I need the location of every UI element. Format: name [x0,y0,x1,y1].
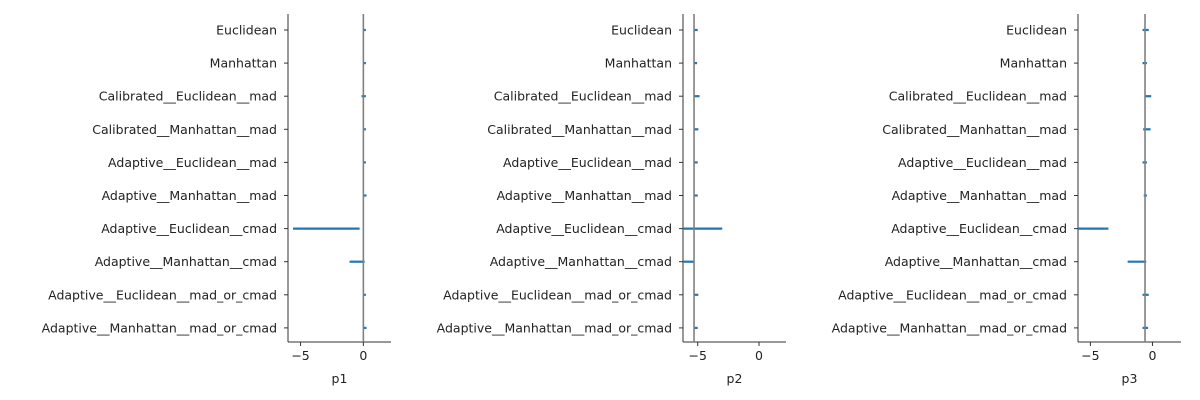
x-axis-label: p2 [727,371,743,386]
y-tick-label: Adaptive__Euclidean__mad [503,155,672,170]
y-tick-label: Calibrated__Manhattan__mad [882,122,1067,137]
y-tick-label: Adaptive__Manhattan__cmad [95,254,277,269]
y-tick-label: Calibrated__Manhattan__mad [92,122,277,137]
x-axis-label: p3 [1122,371,1138,386]
x-tick-label: −5 [688,348,706,363]
x-tick-label: 0 [359,348,367,363]
y-tick-label: Manhattan [605,56,672,71]
x-tick-label: 0 [755,348,763,363]
y-tick-label: Manhattan [210,56,277,71]
y-tick-label: Calibrated__Euclidean__mad [494,89,672,104]
y-tick-label: Manhattan [1000,56,1067,71]
y-tick-label: Adaptive__Euclidean__mad_or_cmad [48,287,277,302]
y-tick-label: Adaptive__Euclidean__cmad [101,221,277,236]
y-tick-label: Adaptive__Euclidean__mad_or_cmad [838,287,1067,302]
x-tick-label: 0 [1148,348,1156,363]
y-tick-label: Adaptive__Manhattan__mad_or_cmad [832,320,1067,335]
y-tick-label: Calibrated__Euclidean__mad [889,89,1067,104]
x-tick-label: −5 [1081,348,1099,363]
y-tick-label: Adaptive__Manhattan__cmad [490,254,672,269]
y-tick-label: Adaptive__Manhattan__mad_or_cmad [42,320,277,335]
y-tick-label: Adaptive__Euclidean__cmad [891,221,1067,236]
y-tick-label: Adaptive__Euclidean__mad_or_cmad [443,287,672,302]
chart-panel-p2: Euclidean Manhattan Calibrated__Euclidean_… [437,14,786,386]
y-tick-label: Adaptive__Euclidean__cmad [496,221,672,236]
y-tick-label: Adaptive__Euclidean__mad [108,155,277,170]
x-tick-label: −5 [291,348,309,363]
y-tick-label: Adaptive__Manhattan__cmad [885,254,1067,269]
y-tick-label: Adaptive__Manhattan__mad [102,188,277,203]
y-tick-label: Euclidean [611,23,672,38]
y-tick-label: Euclidean [1006,23,1067,38]
y-tick-label: Adaptive__Manhattan__mad_or_cmad [437,320,672,335]
x-axis-label: p1 [332,371,348,386]
y-tick-label: Calibrated__Manhattan__mad [487,122,672,137]
y-tick-label: Adaptive__Manhattan__mad [892,188,1067,203]
y-tick-label: Euclidean [216,23,277,38]
chart-panel-p3: Euclidean Manhattan Calibrated__Euclidean_… [832,14,1181,386]
y-tick-label: Adaptive__Manhattan__mad [497,188,672,203]
y-tick-label: Calibrated__Euclidean__mad [99,89,277,104]
y-tick-label: Adaptive__Euclidean__mad [898,155,1067,170]
chart-panel-p1: Euclidean Manhattan Calibrated__Euclidean_… [42,14,391,386]
